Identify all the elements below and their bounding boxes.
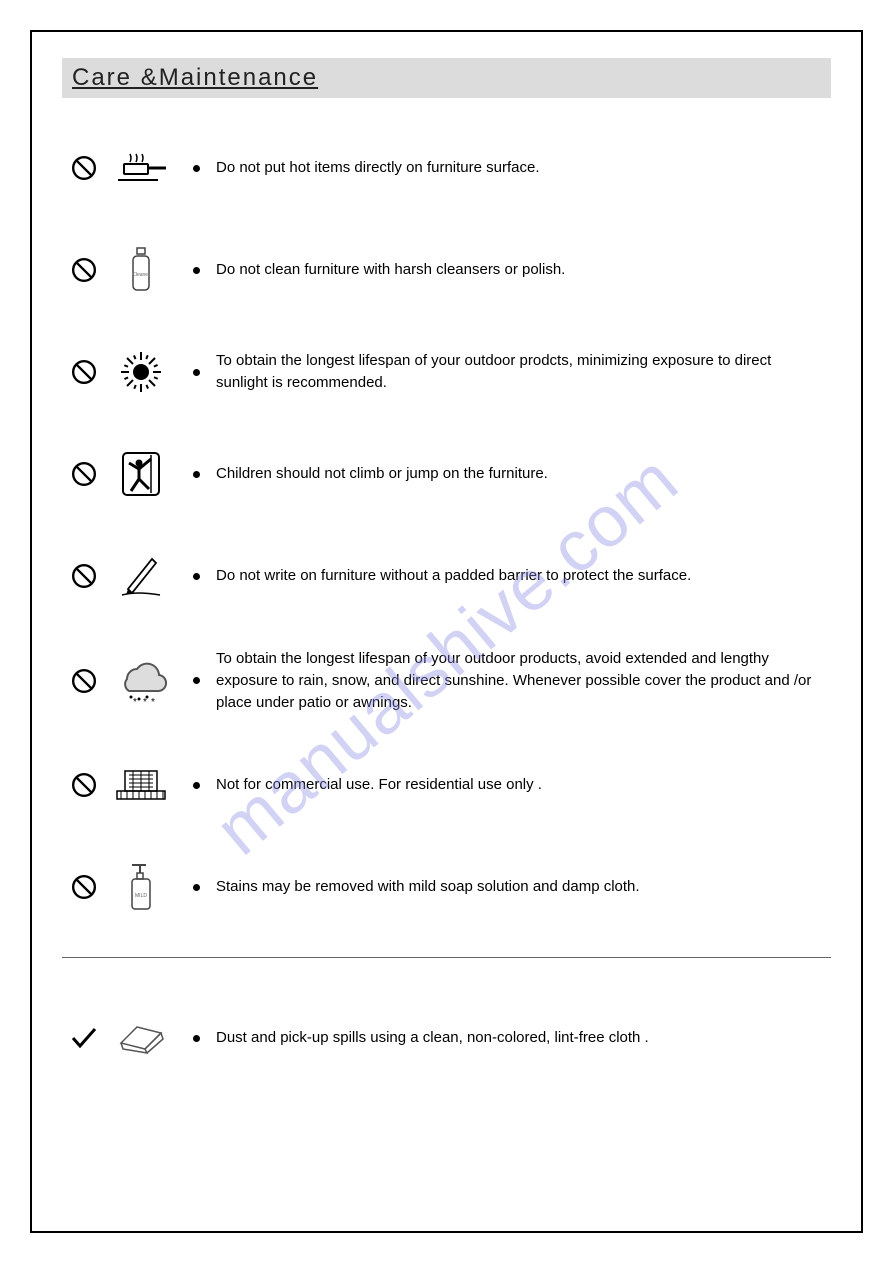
- soap-dispenser-icon: MILD: [106, 861, 176, 913]
- prohibit-icon: [62, 772, 106, 798]
- item-text: Do not put hot items directly on furnitu…: [216, 157, 831, 179]
- list-item: Not for commercial use. For residential …: [62, 755, 831, 815]
- bullet-icon: [176, 267, 216, 274]
- svg-text:*: *: [133, 697, 137, 707]
- building-icon: [106, 767, 176, 803]
- heading-bar: Care &Maintenance: [62, 58, 831, 98]
- bullet-icon: [176, 165, 216, 172]
- item-text: Do not write on furniture without a padd…: [216, 565, 831, 587]
- list-item: Dust and pick-up spills using a clean, n…: [62, 1008, 831, 1068]
- svg-text:Cleaner: Cleaner: [132, 272, 150, 278]
- page-title: Care &Maintenance: [72, 64, 318, 91]
- prohibit-icon: [62, 563, 106, 589]
- bullet-icon: [176, 782, 216, 789]
- list-item: Do not put hot items directly on furnitu…: [62, 138, 831, 198]
- care-list: Do not put hot items directly on furnitu…: [62, 138, 831, 1110]
- svg-text:*: *: [151, 697, 155, 707]
- item-text: Not for commercial use. For residential …: [216, 774, 831, 796]
- list-item: * * * To obtain the longest lifespan of yo…: [62, 648, 831, 713]
- item-text: To obtain the longest lifespan of your o…: [216, 350, 831, 394]
- prohibit-icon: [62, 461, 106, 487]
- prohibit-icon: [62, 668, 106, 694]
- bullet-icon: [176, 677, 216, 684]
- bullet-icon: [176, 1035, 216, 1042]
- prohibit-icon: [62, 359, 106, 385]
- check-icon: [62, 1026, 106, 1050]
- prohibit-icon: [62, 874, 106, 900]
- hot-pot-icon: [106, 148, 176, 188]
- bullet-icon: [176, 573, 216, 580]
- list-item: Children should not climb or jump on the…: [62, 444, 831, 504]
- bullet-icon: [176, 471, 216, 478]
- divider: [62, 957, 831, 958]
- svg-text:MILD: MILD: [135, 893, 147, 899]
- climbing-icon: [106, 449, 176, 499]
- item-text: To obtain the longest lifespan of your o…: [216, 648, 831, 713]
- cloth-icon: [106, 1019, 176, 1057]
- page-border: manualshive.com Care &Maintenance Do not…: [30, 30, 863, 1233]
- bullet-icon: [176, 369, 216, 376]
- item-text: Stains may be removed with mild soap sol…: [216, 876, 831, 898]
- prohibit-icon: [62, 155, 106, 181]
- pen-icon: [106, 553, 176, 599]
- item-text: Dust and pick-up spills using a clean, n…: [216, 1027, 831, 1049]
- list-item: MILD Stains may be removed with mild soa…: [62, 857, 831, 917]
- list-item: Do not write on furniture without a padd…: [62, 546, 831, 606]
- prohibit-icon: [62, 257, 106, 283]
- weather-icon: * * *: [106, 655, 176, 707]
- item-text: Do not clean furniture with harsh cleans…: [216, 259, 831, 281]
- item-text: Children should not climb or jump on the…: [216, 463, 831, 485]
- bullet-icon: [176, 884, 216, 891]
- svg-text:*: *: [143, 697, 147, 707]
- list-item: Cleaner Do not clean furniture with hars…: [62, 240, 831, 300]
- sun-icon: [106, 350, 176, 394]
- cleaner-bottle-icon: Cleaner: [106, 246, 176, 294]
- list-item: To obtain the longest lifespan of your o…: [62, 342, 831, 402]
